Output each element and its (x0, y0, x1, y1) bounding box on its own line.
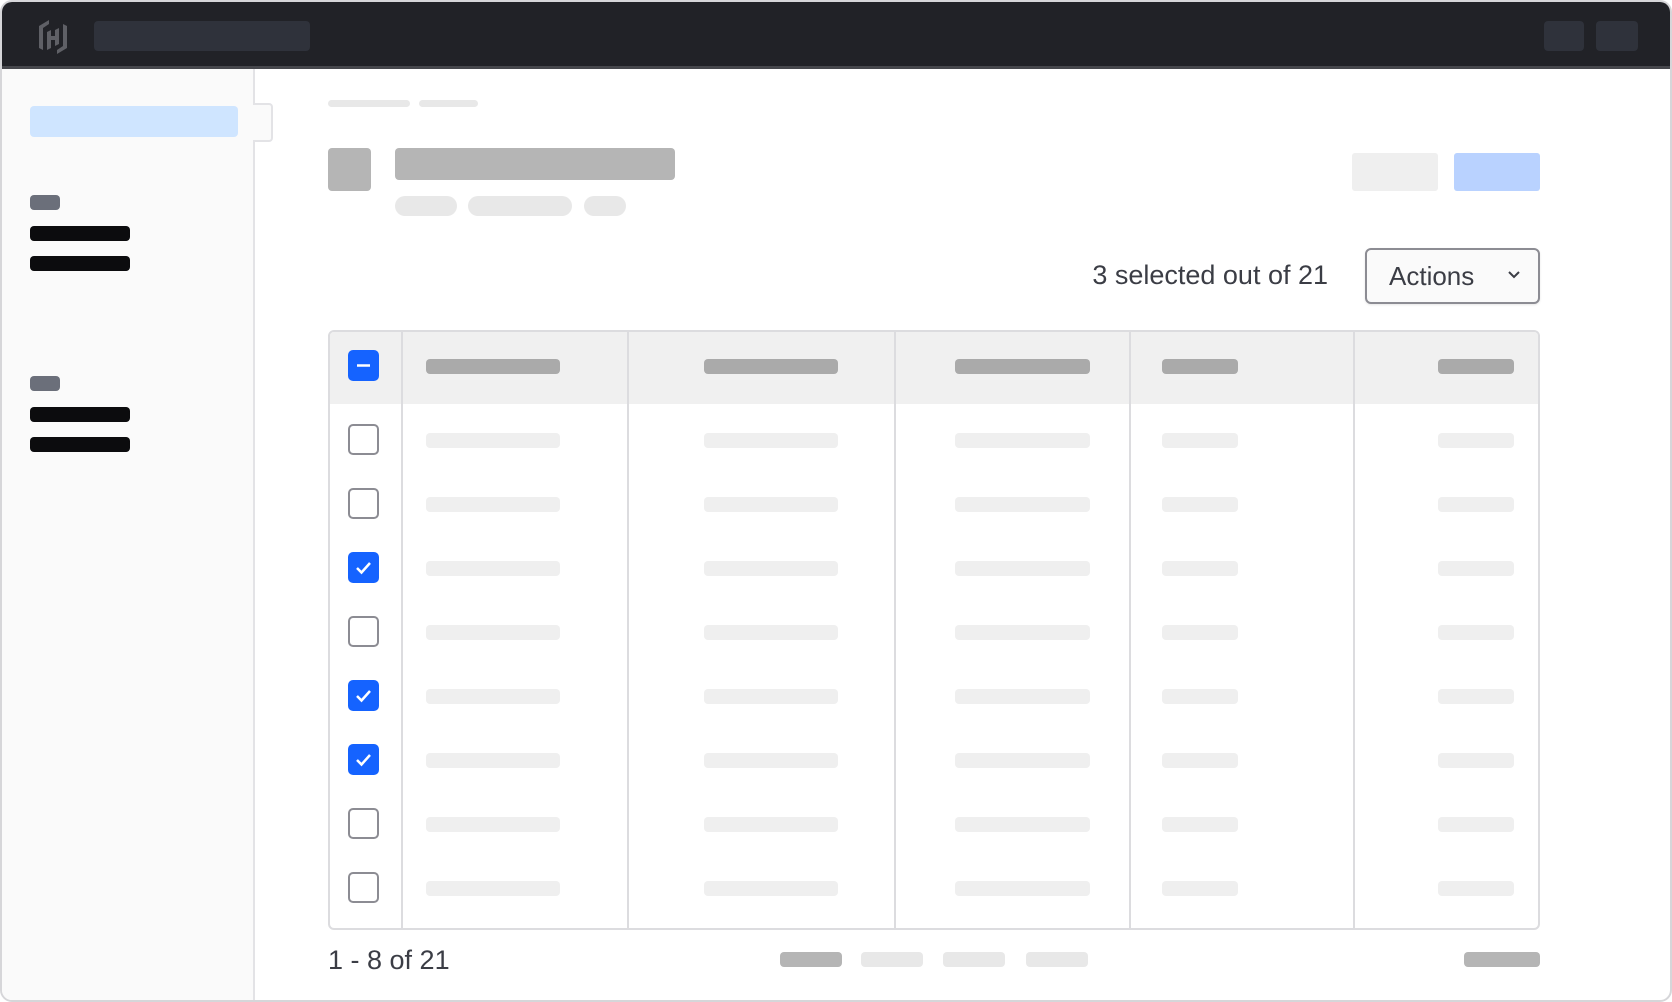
page-title (395, 148, 675, 180)
check-icon (356, 754, 371, 767)
row-checkbox[interactable] (348, 808, 379, 839)
breadcrumb-item[interactable] (419, 100, 478, 107)
table-cell (704, 689, 838, 704)
top-bar (2, 2, 1670, 69)
table-cell (955, 625, 1090, 640)
check-icon (356, 562, 371, 575)
row-checkbox[interactable] (348, 552, 379, 583)
pagination-range: 1 - 8 of 21 (328, 945, 450, 975)
badge (584, 196, 626, 216)
secondary-button[interactable] (1352, 153, 1438, 191)
column-divider (894, 332, 896, 928)
row-checkbox[interactable] (348, 488, 379, 519)
sidebar-section-label (30, 195, 60, 210)
primary-button[interactable] (1454, 153, 1540, 191)
table-cell (1162, 881, 1238, 896)
sidebar-toggle[interactable] (253, 103, 273, 142)
table-cell (426, 689, 560, 704)
sidebar-item[interactable] (30, 226, 130, 241)
table-cell (426, 881, 560, 896)
table-cell (704, 561, 838, 576)
page-button[interactable] (943, 952, 1005, 967)
column-header[interactable] (704, 359, 838, 374)
table-cell (1438, 433, 1514, 448)
page-button[interactable] (1026, 952, 1088, 967)
table-cell (1438, 689, 1514, 704)
sidebar-section-label (30, 376, 60, 391)
sidebar-item[interactable] (30, 407, 130, 422)
table-cell (426, 433, 560, 448)
column-header[interactable] (426, 359, 560, 374)
table-cell (704, 625, 838, 640)
table-cell (426, 497, 560, 512)
topbar-button[interactable] (1596, 21, 1638, 51)
badge (395, 196, 457, 216)
row-checkbox[interactable] (348, 680, 379, 711)
table-cell (1162, 817, 1238, 832)
table-cell (1162, 689, 1238, 704)
table-cell (1162, 433, 1238, 448)
select-all-checkbox[interactable] (348, 350, 379, 381)
table-cell (1162, 753, 1238, 768)
table-cell (1438, 881, 1514, 896)
table-cell (704, 881, 838, 896)
column-header[interactable] (1162, 359, 1238, 374)
table-cell (955, 817, 1090, 832)
row-checkbox[interactable] (348, 744, 379, 775)
column-divider (1129, 332, 1131, 928)
sidebar (2, 69, 255, 1000)
row-checkbox[interactable] (348, 872, 379, 903)
row-checkbox[interactable] (348, 424, 379, 455)
table-cell (704, 817, 838, 832)
topbar-button[interactable] (1544, 21, 1584, 51)
column-header[interactable] (955, 359, 1090, 374)
table-cell (955, 753, 1090, 768)
selection-summary: 3 selected out of 21 (1092, 260, 1328, 290)
page-icon (328, 148, 371, 191)
column-divider (401, 332, 403, 928)
page-button[interactable] (861, 952, 923, 967)
actions-dropdown[interactable]: Actions (1365, 248, 1540, 304)
table-cell (426, 817, 560, 832)
search-placeholder[interactable] (94, 21, 310, 51)
table-cell (426, 753, 560, 768)
table-cell (1162, 497, 1238, 512)
table-cell (1162, 561, 1238, 576)
column-divider (1353, 332, 1355, 928)
table-cell (1438, 561, 1514, 576)
row-checkbox[interactable] (348, 616, 379, 647)
table-cell (704, 753, 838, 768)
table-cell (426, 561, 560, 576)
actions-label: Actions (1389, 260, 1475, 291)
chevron-down-icon (1508, 271, 1520, 279)
table-cell (1438, 817, 1514, 832)
table-cell (1438, 625, 1514, 640)
badge (468, 196, 572, 216)
table-cell (955, 497, 1090, 512)
table-cell (426, 625, 560, 640)
sidebar-item[interactable] (30, 256, 130, 271)
sidebar-item[interactable] (30, 437, 130, 452)
table-cell (955, 881, 1090, 896)
minus-icon (357, 364, 370, 367)
column-divider (627, 332, 629, 928)
page-button[interactable] (780, 952, 842, 967)
column-header[interactable] (1438, 359, 1514, 374)
table-cell (1438, 753, 1514, 768)
table-cell (704, 497, 838, 512)
table-cell (1162, 625, 1238, 640)
table-cell (1438, 497, 1514, 512)
sidebar-item-active[interactable] (30, 106, 238, 137)
table-cell (955, 433, 1090, 448)
table-cell (955, 561, 1090, 576)
check-icon (356, 690, 371, 703)
logo-icon[interactable] (35, 18, 71, 56)
table-cell (704, 433, 838, 448)
breadcrumb-item[interactable] (328, 100, 410, 107)
page-size-select[interactable] (1464, 952, 1540, 967)
table-cell (955, 689, 1090, 704)
